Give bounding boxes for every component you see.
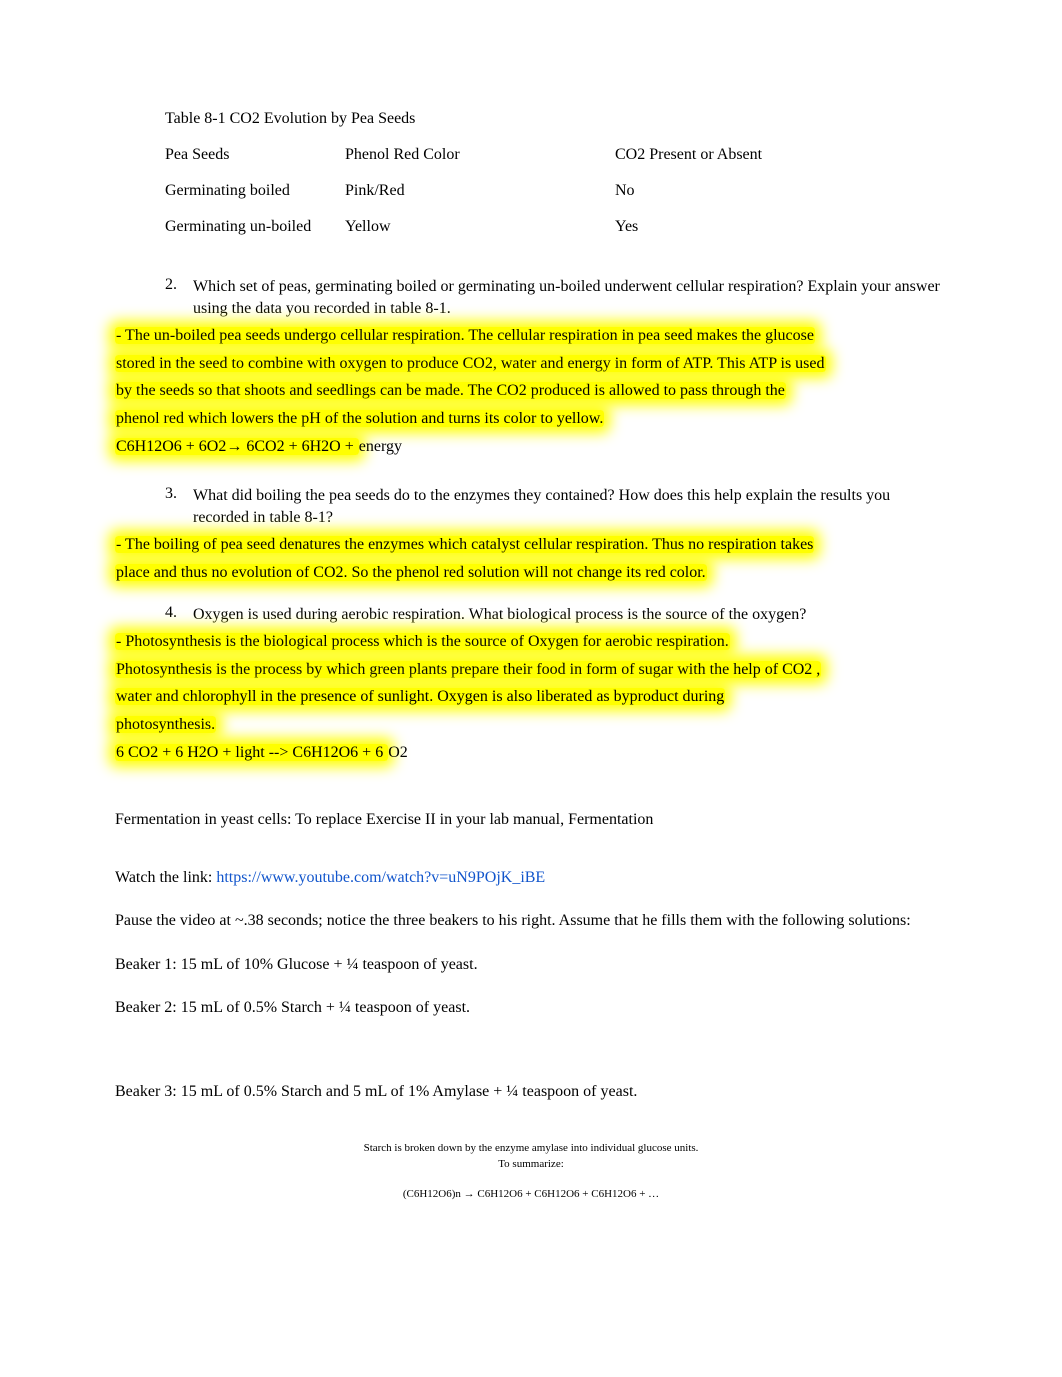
question-number: 4.: [165, 604, 193, 626]
fermentation-intro: Fermentation in yeast cells: To replace …: [115, 809, 947, 831]
answer-2-equation: C6H12O6 + 6O2→ 6CO2 + 6H2O + energy: [115, 436, 947, 458]
table-8-1: Table 8-1 CO2 Evolution by Pea Seeds Pea…: [165, 110, 947, 236]
table-cell: Pink/Red: [345, 182, 615, 200]
question-text: Which set of peas, germinating boiled or…: [193, 276, 947, 319]
answer-4-line: photosynthesis.: [115, 714, 947, 736]
answer-4-equation: 6 CO2 + 6 H2O + light --> C6H12O6 + 6 O2: [115, 742, 947, 764]
table-header-c3: CO2 Present or Absent: [615, 146, 947, 164]
question-4: 4. Oxygen is used during aerobic respira…: [165, 604, 947, 626]
table-row: Germinating un-boiled Yellow Yes: [165, 218, 947, 236]
answer-4-line: water and chlorophyll in the presence of…: [115, 686, 947, 708]
beaker-1: Beaker 1: 15 mL of 10% Glucose + ¼ teasp…: [115, 954, 947, 976]
table-header-row: Pea Seeds Phenol Red Color CO2 Present o…: [165, 146, 947, 164]
footer-line-1: Starch is broken down by the enzyme amyl…: [115, 1141, 947, 1155]
table-cell: No: [615, 182, 947, 200]
watch-label: Watch the link:: [115, 869, 216, 886]
table-header-c1: Pea Seeds: [165, 146, 345, 164]
pause-instructions: Pause the video at ~.38 seconds; notice …: [115, 910, 947, 932]
beaker-3: Beaker 3: 15 mL of 0.5% Starch and 5 mL …: [115, 1081, 947, 1103]
table-cell: Germinating un-boiled: [165, 218, 345, 236]
answer-2-line: phenol red which lowers the pH of the so…: [115, 408, 947, 430]
table-header-c2: Phenol Red Color: [345, 146, 615, 164]
table-row: Germinating boiled Pink/Red No: [165, 182, 947, 200]
youtube-link[interactable]: https://www.youtube.com/watch?v=uN9POjK_…: [216, 869, 545, 886]
question-text: Oxygen is used during aerobic respiratio…: [193, 604, 947, 626]
answer-3-line: place and thus no evolution of CO2. So t…: [115, 562, 947, 584]
table-cell: Yes: [615, 218, 947, 236]
question-3: 3. What did boiling the pea seeds do to …: [165, 485, 947, 528]
answer-2-line: - The un-boiled pea seeds undergo cellul…: [115, 325, 947, 347]
answer-2-line: stored in the seed to combine with oxyge…: [115, 353, 947, 375]
table-title: Table 8-1 CO2 Evolution by Pea Seeds: [165, 110, 947, 128]
table-cell: Germinating boiled: [165, 182, 345, 200]
watch-link-line: Watch the link: https://www.youtube.com/…: [115, 867, 947, 889]
answer-4-line: - Photosynthesis is the biological proce…: [115, 631, 947, 653]
question-number: 2.: [165, 276, 193, 319]
table-cell: Yellow: [345, 218, 615, 236]
beaker-2: Beaker 2: 15 mL of 0.5% Starch + ¼ teasp…: [115, 997, 947, 1019]
answer-3-line: - The boiling of pea seed denatures the …: [115, 534, 947, 556]
footer-equation: (C6H12O6)n → C6H12O6 + C6H12O6 + C6H12O6…: [115, 1187, 947, 1201]
question-number: 3.: [165, 485, 193, 528]
question-text: What did boiling the pea seeds do to the…: [193, 485, 947, 528]
answer-2-line: by the seeds so that shoots and seedling…: [115, 380, 947, 402]
footer-line-2: To summarize:: [115, 1157, 947, 1171]
answer-4-line: Photosynthesis is the process by which g…: [115, 659, 947, 681]
question-2: 2. Which set of peas, germinating boiled…: [165, 276, 947, 319]
